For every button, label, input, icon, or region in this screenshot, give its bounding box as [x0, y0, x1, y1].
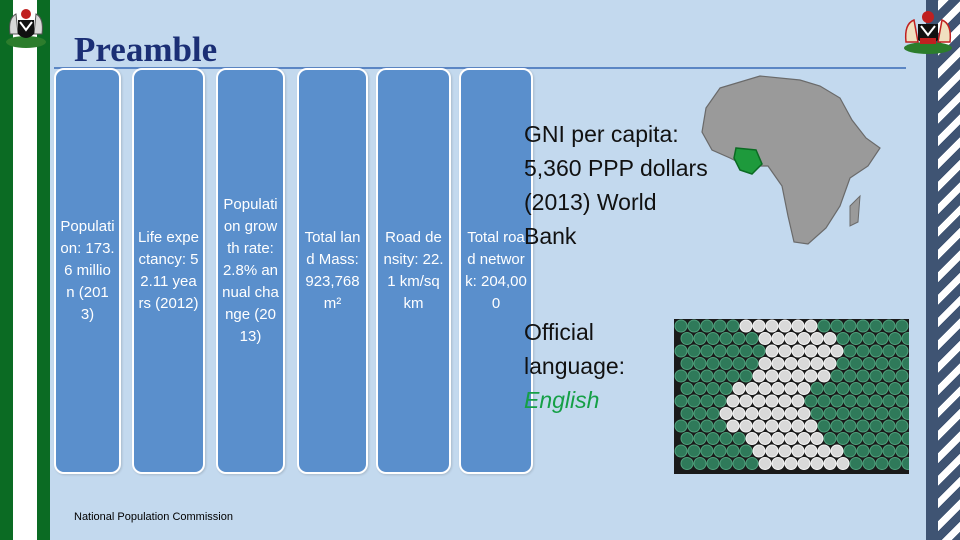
nigeria-coat-of-arms-icon: [6, 9, 46, 48]
stat-card-label: Road density: 22.1 km/sq km: [383, 229, 444, 312]
coat-of-arms-right-icon: [904, 11, 952, 54]
flag-beads-image: [674, 319, 909, 474]
stat-card-land-mass: Total land Mass: 923,768m²: [297, 68, 368, 474]
stat-card-life-expectancy: Life expectancy: 52.11 years (2012): [132, 68, 205, 474]
stat-card-road-density: Road density: 22.1 km/sq km: [376, 68, 451, 474]
page-title: Preamble: [74, 30, 218, 69]
decorative-right-band: [926, 0, 960, 540]
stat-card-population: Population: 173.6 million (2013): [54, 68, 121, 474]
flag-stripe-white: [13, 0, 37, 540]
stat-card-label: Life expectancy: 52.11 years (2012): [138, 229, 199, 312]
language-value: English: [524, 387, 600, 413]
flag-stripe-green-left: [0, 0, 13, 540]
stat-card-label: Population: 173.6 million (2013): [60, 218, 115, 323]
africa-map-icon: [701, 75, 881, 245]
stat-card-label: Population growth rate: 2.8% annual chan…: [222, 196, 279, 345]
stat-card-label: Total road network: 204,000: [465, 229, 527, 312]
source-note: National Population Commission: [74, 511, 233, 523]
language-label: Official language:: [524, 319, 626, 379]
stat-card-growth-rate: Population growth rate: 2.8% annual chan…: [216, 68, 285, 474]
flag-stripe-green-right: [37, 0, 50, 540]
language-info: Official language: English: [524, 315, 684, 417]
stat-card-label: Total land Mass: 923,768m²: [304, 229, 361, 312]
gni-info: GNI per capita: 5,360 PPP dollars (2013)…: [524, 121, 708, 249]
stat-card-road-network: Total road network: 204,000: [459, 68, 533, 474]
